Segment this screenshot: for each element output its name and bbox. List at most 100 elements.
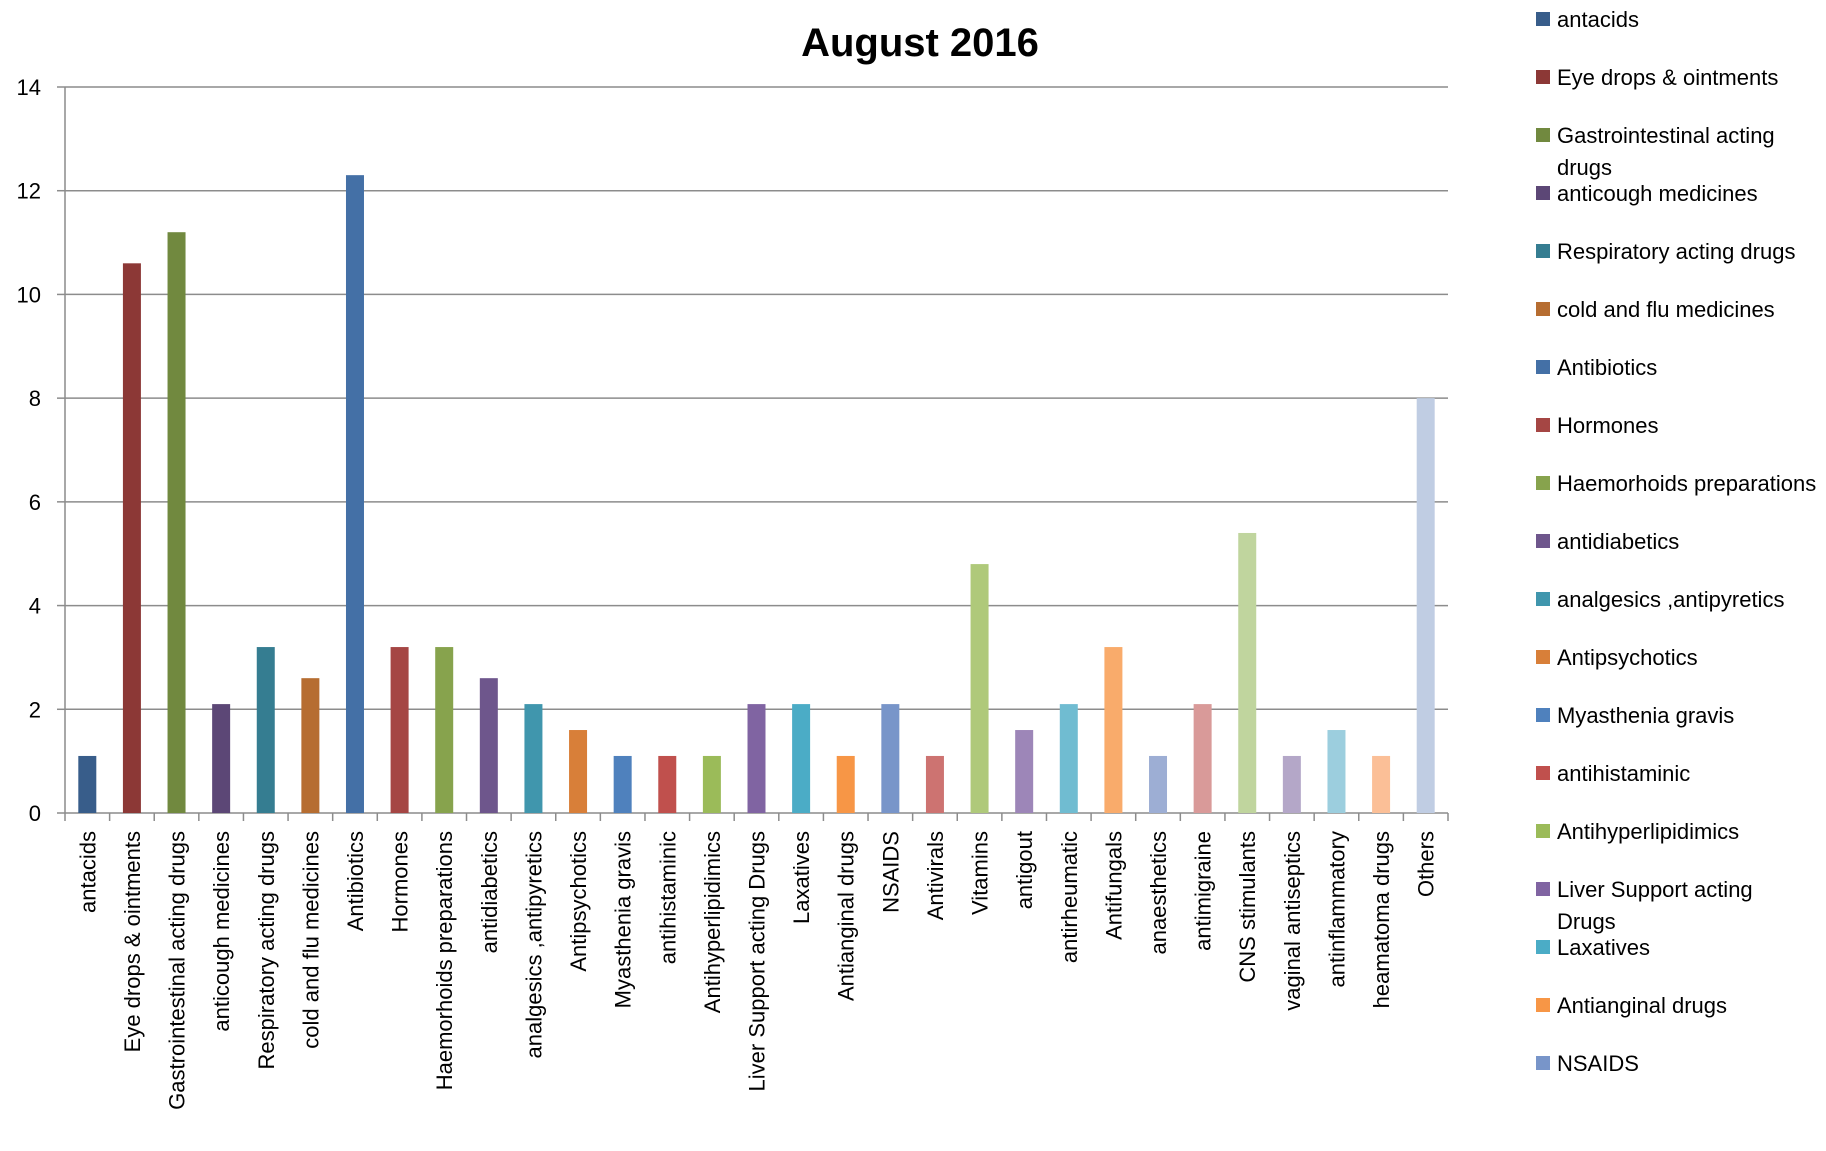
bar-analgesics-antipyretics: [524, 704, 543, 813]
x-tick-label: antinflammatory: [1324, 831, 1349, 988]
x-tick-label: vaginal antiseptics: [1280, 831, 1305, 1011]
legend-item-antacids: antacids: [1536, 7, 1639, 32]
legend-label: Eye drops & ointments: [1557, 65, 1778, 90]
bar-antivirals: [925, 755, 944, 813]
legend-item-gastrointestinal-acting-drugs: Gastrointestinal acting drugs: [1536, 123, 1775, 180]
legend-label: Myasthenia gravis: [1557, 703, 1734, 728]
x-tick-label: Gastrointestinal acting drugs: [165, 831, 190, 1110]
y-tick-label: 10: [17, 282, 41, 307]
bar-antibiotics: [345, 175, 364, 813]
x-tick-label: Antibiotics: [343, 831, 368, 931]
x-tick-label: Laxatives: [789, 831, 814, 924]
x-tick-label: cold and flu medicines: [298, 831, 323, 1049]
x-tick-label: antigout: [1012, 831, 1037, 909]
bar-antihistaminic: [658, 755, 677, 813]
legend-item-antianginal-drugs: Antianginal drugs: [1536, 993, 1727, 1018]
legend-label: Respiratory acting drugs: [1557, 239, 1795, 264]
chart-title: August 2016: [801, 21, 1039, 65]
bar-others: [1416, 398, 1435, 813]
legend-item-antibiotics: Antibiotics: [1536, 355, 1657, 380]
bar-antifungals: [1104, 647, 1123, 813]
legend-label: anticough medicines: [1557, 181, 1758, 206]
bar-respiratory-acting-drugs: [256, 647, 275, 813]
bar-cold-and-flu-medicines: [301, 678, 320, 813]
x-axis-labels: antacids Eye drops & ointments Gastrointes…: [75, 831, 1438, 1110]
legend-swatch: [1536, 360, 1550, 374]
legend-swatch: [1536, 824, 1550, 838]
x-tick-label: Others: [1414, 831, 1439, 897]
x-tick-label: Antianginal drugs: [834, 831, 859, 1001]
bar-cns-stimulants: [1238, 532, 1257, 813]
bar-myasthenia-gravis: [613, 755, 632, 813]
gridlines: [65, 86, 1448, 711]
legend-item-laxatives: Laxatives: [1536, 935, 1650, 960]
legend-swatch: [1536, 708, 1550, 722]
bar-heamatoma-drugs: [1372, 755, 1391, 813]
legend-swatch: [1536, 592, 1550, 606]
y-tick-label: 8: [29, 386, 41, 411]
legend-swatch: [1536, 128, 1550, 142]
legend-item-anticough-medicines: anticough medicines: [1536, 181, 1758, 206]
legend-swatch: [1536, 418, 1550, 432]
bar-laxatives: [792, 704, 811, 813]
x-tick-label: anaesthetics: [1146, 831, 1171, 955]
legend-swatch: [1536, 650, 1550, 664]
bar-vaginal-antiseptics: [1282, 755, 1301, 813]
legend-item-hormones: Hormones: [1536, 413, 1658, 438]
bar-antimigraine: [1193, 704, 1212, 813]
legend-label: Antibiotics: [1557, 355, 1657, 380]
legend-label: Antihyperlipidimics: [1557, 819, 1739, 844]
bar-antianginal-drugs: [836, 755, 855, 813]
x-tick-label: Antipsychotics: [566, 831, 591, 972]
x-tick-label: Liver Support acting Drugs: [745, 831, 770, 1091]
legend-label: NSAIDS: [1557, 1051, 1639, 1076]
legend-item-antipsychotics: Antipsychotics: [1536, 645, 1698, 670]
legend-item-antihyperlipidimics: Antihyperlipidimics: [1536, 819, 1739, 844]
legend-item-eye-drops-ointments: Eye drops & ointments: [1536, 65, 1778, 90]
x-tick-label: Respiratory acting drugs: [254, 831, 279, 1069]
legend-swatch: [1536, 882, 1550, 896]
y-tick-label: 0: [29, 801, 41, 826]
bar-eye-drops-ointments: [122, 263, 141, 813]
legend-swatch: [1536, 940, 1550, 954]
legend-label: Liver Support acting Drugs: [1557, 877, 1753, 934]
legend-swatch: [1536, 186, 1550, 200]
x-tick-label: heamatoma drugs: [1369, 831, 1394, 1008]
legend-label: analgesics ,antipyretics: [1557, 587, 1784, 612]
legend-label: antacids: [1557, 7, 1639, 32]
bar-antinflammatory: [1327, 730, 1346, 813]
legend-swatch: [1536, 70, 1550, 84]
legend-label: antihistaminic: [1557, 761, 1690, 786]
x-tick-label: Myasthenia gravis: [611, 831, 636, 1008]
x-tick-label: antidiabetics: [477, 831, 502, 953]
y-tick-label: 2: [29, 697, 41, 722]
legend-item-respiratory-acting-drugs: Respiratory acting drugs: [1536, 239, 1795, 264]
legend-item-nsaids: NSAIDS: [1536, 1051, 1639, 1076]
bar-antigout: [1015, 730, 1034, 813]
x-tick-label: Antifungals: [1101, 831, 1126, 940]
bar-anticough-medicines: [212, 704, 231, 813]
legend-label: Antianginal drugs: [1557, 993, 1727, 1018]
bar-gastrointestinal-acting-drugs: [167, 232, 186, 813]
legend-swatch: [1536, 12, 1550, 26]
bar-vitamins: [970, 564, 989, 813]
legend-label: Haemorhoids preparations: [1557, 471, 1816, 496]
legend-swatch: [1536, 244, 1550, 258]
y-tick-label: 4: [29, 594, 41, 619]
legend-label: Gastrointestinal acting drugs: [1557, 123, 1775, 180]
legend-label: Hormones: [1557, 413, 1658, 438]
bar-antacids: [78, 755, 97, 813]
bar-antidiabetics: [479, 678, 498, 813]
y-tick-label: 6: [29, 490, 41, 515]
x-tick-label: antirheumatic: [1057, 831, 1082, 963]
x-tick-label: antimigraine: [1191, 831, 1216, 951]
bar-nsaids: [881, 704, 900, 813]
legend-item-haemorhoids-preparations: Haemorhoids preparations: [1536, 471, 1816, 496]
legend-item-myasthenia-gravis: Myasthenia gravis: [1536, 703, 1734, 728]
x-tick-label: antacids: [75, 831, 100, 913]
bar-antirheumatic: [1059, 704, 1078, 813]
x-tick-label: Antivirals: [923, 831, 948, 920]
x-tick-label: antihistaminic: [655, 831, 680, 964]
